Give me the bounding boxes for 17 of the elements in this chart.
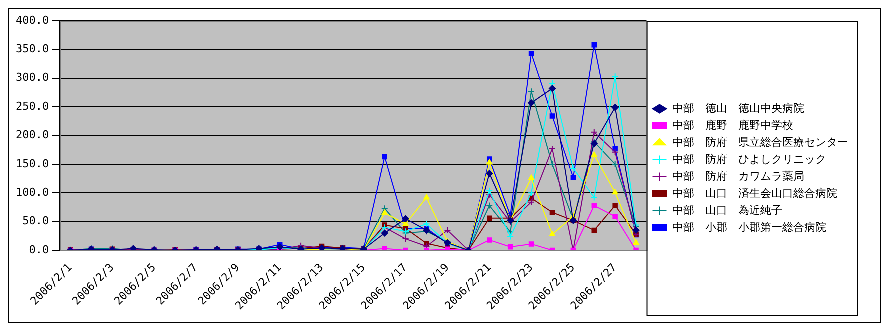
legend-label: 中部 徳山 徳山中央病院 — [672, 102, 804, 115]
legend-label: 中部 山口 済生会山口総合病院 — [672, 186, 838, 200]
legend-label: 中部 小郡 小郡第一総合病院 — [672, 220, 826, 234]
y-tick-label: 250.0 — [16, 100, 50, 113]
y-tick-label: 0.0 — [29, 243, 50, 256]
legend-label: 中部 防府 ひよしクリニック — [672, 152, 826, 166]
y-tick-label: 400.0 — [16, 14, 50, 27]
legend-label: 中部 防府 カワムラ薬局 — [672, 170, 804, 183]
y-tick-label: 100.0 — [16, 186, 50, 199]
legend-label: 中部 鹿野 鹿野中学校 — [672, 118, 794, 132]
y-tick-label: 50.0 — [22, 214, 50, 228]
y-tick-label: 150.0 — [16, 157, 50, 170]
y-tick-label: 200.0 — [16, 128, 50, 142]
legend-label: 中部 山口 為近純子 — [672, 204, 782, 217]
legend-label: 中部 防府 県立総合医療センター — [672, 136, 848, 149]
y-tick-label: 300.0 — [16, 71, 50, 84]
y-tick-label: 350.0 — [16, 42, 50, 56]
